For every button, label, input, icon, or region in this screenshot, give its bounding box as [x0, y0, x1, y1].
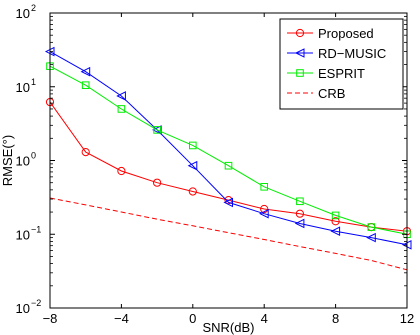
y-tick-label-exponent: −1 — [31, 224, 41, 234]
y-tick-label-exponent: 2 — [31, 3, 36, 13]
y-axis-label: RMSE(°) — [0, 135, 15, 186]
legend-label-esprit: ESPRIT — [318, 66, 365, 81]
data-point-esprit — [224, 161, 233, 170]
y-tick-label-exponent: −2 — [31, 298, 41, 308]
x-tick-label: −4 — [114, 311, 129, 326]
data-point-esprit — [189, 141, 197, 150]
x-axis-label: SNR(dB) — [202, 320, 254, 335]
data-point-rd-music — [259, 208, 269, 219]
y-tick-label-exponent: 1 — [31, 77, 36, 87]
legend-marker-rd-music — [294, 48, 305, 58]
data-point-rd-music — [366, 232, 376, 243]
data-point-esprit — [296, 197, 304, 206]
data-point-proposed — [260, 204, 269, 214]
data-point-proposed — [295, 209, 304, 218]
y-tick-label: 10 — [16, 6, 30, 21]
x-tick-label: 12 — [400, 311, 414, 326]
data-point-esprit — [331, 211, 340, 220]
data-point-proposed — [188, 187, 197, 196]
data-point-rd-music — [80, 66, 91, 77]
data-point-proposed — [331, 217, 340, 226]
series-line-crb — [49, 197, 408, 271]
data-point-rd-music — [187, 160, 198, 171]
y-tick-label: 10 — [16, 227, 30, 242]
y-tick-label: 10 — [16, 301, 30, 316]
legend-label-rd-music: RD−MUSIC — [318, 46, 386, 61]
legend-label-proposed: Proposed — [318, 26, 374, 41]
data-point-esprit — [117, 105, 126, 113]
data-point-proposed — [117, 166, 126, 176]
legend-box — [279, 18, 404, 110]
y-tick-label-exponent: 0 — [31, 151, 36, 161]
series-line-rd-music — [49, 51, 408, 246]
data-point-rd-music — [151, 125, 162, 135]
y-tick-label: 10 — [16, 80, 30, 95]
x-tick-label: 8 — [332, 311, 339, 326]
data-point-esprit — [81, 81, 90, 89]
legend: Proposed RD−MUSIC ESPRIT CRB — [279, 18, 404, 110]
legend-marker-esprit — [296, 69, 304, 77]
x-tick-label: 0 — [189, 311, 196, 326]
data-point-rd-music — [223, 197, 233, 208]
y-tick-label: 10 — [16, 154, 30, 169]
data-point-esprit — [153, 126, 161, 134]
x-tick-label: 4 — [261, 311, 268, 326]
data-point-esprit — [367, 223, 376, 231]
x-tick-label: −8 — [43, 311, 58, 326]
data-point-rd-music — [330, 226, 341, 237]
legend-label-crb: CRB — [318, 86, 345, 101]
series-line-esprit — [49, 65, 408, 235]
data-point-rd-music — [294, 218, 305, 229]
legend-marker-proposed — [295, 28, 305, 38]
data-point-proposed — [81, 147, 90, 157]
data-point-rd-music — [116, 91, 126, 101]
data-point-esprit — [260, 182, 268, 191]
data-point-proposed — [153, 178, 162, 187]
